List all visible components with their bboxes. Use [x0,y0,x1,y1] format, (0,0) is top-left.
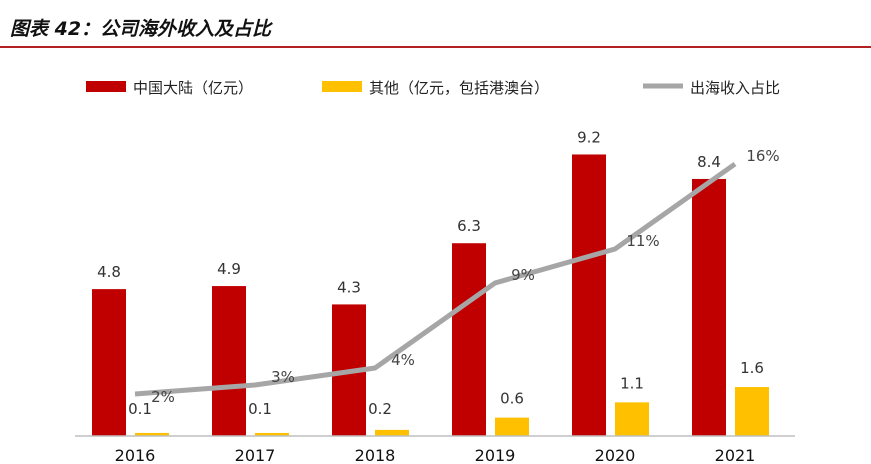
value-label-mainland-2016: 4.8 [97,263,121,281]
ratio-line [134,161,737,397]
legend: 中国大陆（亿元） 其他（亿元，包括港澳台） 出海收入占比 [86,79,780,97]
legend-swatch-mainland [86,81,126,92]
x-tick-2019: 2019 [475,446,516,464]
bar-other-2019 [495,417,529,436]
value-label-mainland-2021: 8.4 [697,153,721,171]
value-label-other-2017: 0.1 [248,400,272,418]
ratio-label-2021: 16% [746,147,779,165]
bar-mainland-2016 [92,289,126,436]
bar-other-2016 [135,432,169,436]
ratio-label-2018: 4% [391,351,415,369]
bar-other-2021 [735,387,769,436]
value-label-other-2018: 0.2 [368,400,392,418]
value-label-other-2016: 0.1 [128,400,152,418]
bar-mainland-2017 [212,286,246,436]
bar-mainland-2021 [692,178,726,436]
x-tick-2021: 2021 [715,446,756,464]
x-tick-2016: 2016 [115,446,156,464]
value-label-mainland-2020: 9.2 [577,128,601,146]
bar-other-2017 [255,432,289,436]
ratio-label-2016: 2% [151,388,175,406]
figure-title: 图表 42：公司海外收入及占比 [10,18,272,40]
ratio-label-2017: 3% [271,368,295,386]
value-label-other-2021: 1.6 [740,359,764,377]
legend-label-other: 其他（亿元，包括港澳台） [369,79,549,97]
title-rule [0,46,871,48]
value-label-other-2019: 0.6 [500,390,524,408]
ratio-label-2020: 11% [626,232,659,250]
bar-other-2018 [375,429,409,436]
bar-mainland-2019 [452,243,486,436]
labels: 4.80.12%20164.90.13%20174.30.24%20186.30… [97,128,780,464]
legend-label-mainland: 中国大陆（亿元） [133,79,253,97]
x-tick-2018: 2018 [355,446,396,464]
value-label-mainland-2019: 6.3 [457,217,481,235]
x-tick-2017: 2017 [235,446,276,464]
ratio-label-2019: 9% [511,266,535,284]
legend-label-ratio: 出海收入占比 [690,79,780,97]
bars [92,154,769,437]
bar-other-2020 [615,402,649,436]
value-label-mainland-2018: 4.3 [337,278,361,296]
value-label-mainland-2017: 4.9 [217,260,241,278]
legend-swatch-other [322,81,362,92]
x-tick-2020: 2020 [595,446,636,464]
value-label-other-2020: 1.1 [620,374,644,392]
bar-mainland-2020 [572,154,606,437]
